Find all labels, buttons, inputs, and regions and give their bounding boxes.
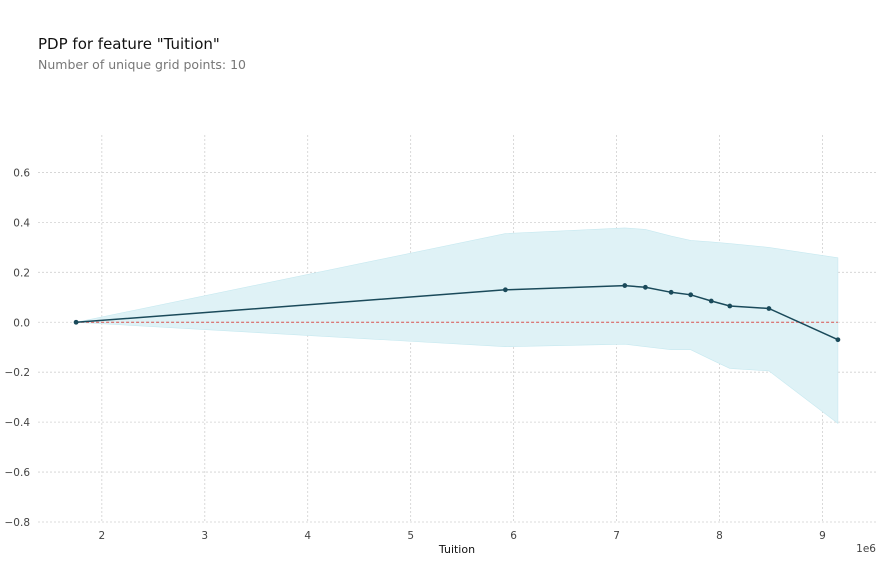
y-tick-label: −0.8 [5, 517, 31, 529]
y-tick-label: −0.4 [5, 417, 31, 429]
confidence-band [76, 227, 839, 425]
chart-subtitle: Number of unique grid points: 10 [38, 57, 246, 72]
x-tick-label: 6 [510, 530, 517, 542]
pdp-line [76, 284, 839, 341]
y-tick-label: −0.2 [5, 367, 31, 379]
x-tick-labels: 2 3 4 5 6 7 8 9 [98, 530, 825, 542]
x-tick-label: 5 [407, 530, 414, 542]
x-tick-label: 9 [819, 530, 826, 542]
pdp-point [727, 303, 733, 309]
pdp-point [502, 287, 508, 293]
pdp-point [642, 284, 648, 290]
y-tick-label: 0.6 [13, 167, 30, 179]
chart-title: PDP for feature "Tuition" [38, 35, 220, 53]
pdp-point [688, 292, 694, 298]
pdp-point [766, 306, 772, 311]
pdp-points [73, 283, 841, 343]
pdp-point [622, 283, 628, 288]
pdp-point [708, 298, 714, 304]
x-tick-label: 4 [304, 530, 311, 542]
x-tick-label: 8 [716, 530, 723, 542]
x-axis-title: Tuition [438, 543, 475, 556]
x-tick-label: 2 [98, 530, 105, 542]
x-tick-label: 3 [201, 530, 208, 542]
y-tick-label: 0.2 [13, 267, 30, 279]
y-tick-labels: −0.8 −0.6 −0.4 −0.2 0.0 0.2 0.4 0.6 [5, 167, 31, 529]
x-axis-offset-label: 1e6 [856, 543, 876, 555]
y-tick-label: 0.0 [13, 317, 30, 329]
y-tick-label: 0.4 [13, 217, 30, 229]
y-tick-label: −0.6 [5, 467, 31, 479]
x-tick-label: 7 [613, 530, 620, 542]
pdp-point [73, 319, 79, 325]
pdp-point [835, 337, 841, 343]
pdp-point [668, 289, 674, 295]
